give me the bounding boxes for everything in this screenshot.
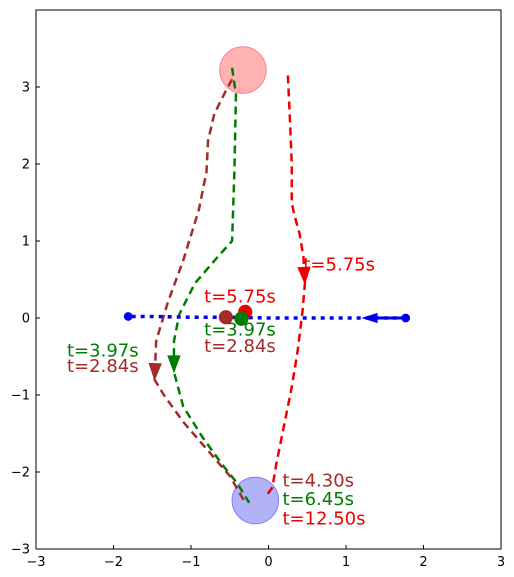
x-tick-label: 1 [342,555,350,570]
annotation-green: t=3.97s [204,320,276,341]
trajectory-brown [153,78,247,504]
x-tick-label: −1 [181,555,200,570]
y-tick-label: 1 [22,235,30,250]
x-tick-label: 3 [497,555,505,570]
y-tick-label: 3 [22,81,30,96]
y-tick-label: −2 [11,466,30,481]
annotation-brown: t=2.84s [67,356,139,377]
y-tick-label: −3 [11,543,30,558]
point-blue-0 [401,313,411,323]
x-tick-label: −2 [104,555,123,570]
x-tick-label: 2 [419,555,427,570]
annotation-red: t=5.75s [204,287,276,308]
annotation-brown: t=4.30s [282,471,354,492]
annotation-green: t=3.97s [67,341,139,362]
y-tick-label: −1 [11,389,30,404]
point-brown-3 [218,310,233,325]
x-tick-label: −3 [26,555,45,570]
y-tick-label: 0 [22,312,30,327]
annotation-red: t=12.50s [282,508,365,529]
goal-region-blue [231,476,280,525]
arrow-blue [361,312,378,324]
arrow-red [297,266,311,285]
trajectory-green [172,67,251,504]
y-tick-label: 2 [22,158,30,173]
annotations-layer: t=5.75st=5.75st=3.97st=2.84st=3.97st=2.8… [67,254,375,529]
goal-region-red [219,46,267,94]
points-layer [123,304,411,326]
annotation-red: t=5.75s [303,254,375,275]
annotation-brown: t=2.84s [204,336,276,357]
annotation-green: t=6.45s [282,489,354,510]
ticks-layer: −3 −2 −1 0 1 2 3 −3 −2 −1 0 1 2 3 [11,81,505,571]
point-blue-1 [123,312,133,321]
point-green-4 [234,311,249,326]
x-tick-label: 0 [264,555,272,570]
series-layer [128,67,406,504]
arrow-brown [148,362,162,382]
arrow-green [167,355,181,374]
